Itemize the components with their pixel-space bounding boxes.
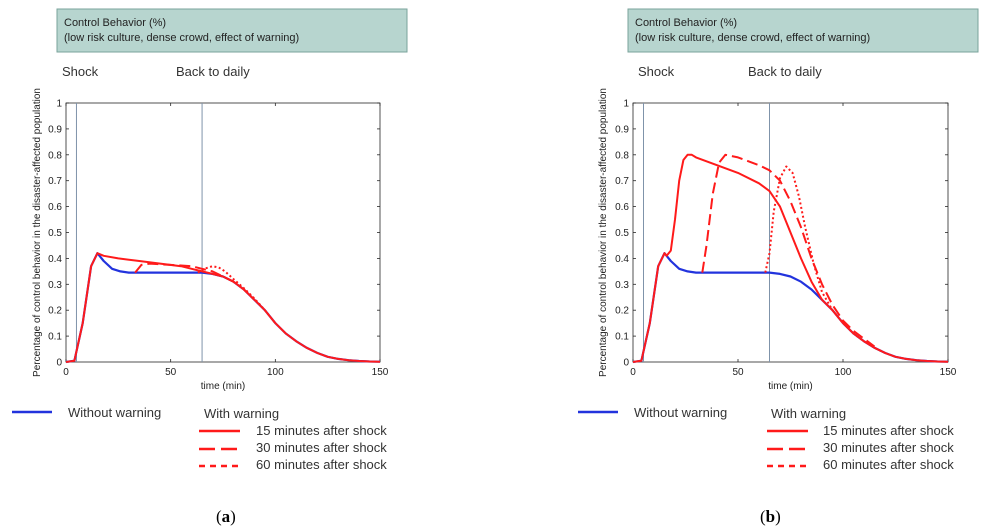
panel-a-header-line1: Control Behavior (%): [64, 17, 166, 29]
panel-b-label: (b): [760, 507, 781, 526]
panel-b-ytick-label: 0.8: [615, 150, 629, 161]
panel-b-header-line1: Control Behavior (%): [635, 17, 737, 29]
panel-a-label-letter: a: [222, 507, 231, 526]
panel-a-ytick-label: 0.2: [48, 306, 62, 317]
panel-b-series-30-minutes-after-shock: [701, 153, 876, 348]
panel-b-ytick-label: 0: [623, 358, 629, 369]
panel-b-ytick-label: 0.2: [615, 306, 629, 317]
panel-b-ytick-label: 0.9: [615, 124, 629, 135]
panel-a-legend-30min-label: 30 minutes after shock: [256, 440, 387, 455]
panel-b-legend-30min-label: 30 minutes after shock: [823, 440, 954, 455]
panel-a-ytick-label: 0.9: [48, 124, 62, 135]
panel-b-ytick-label: 0.1: [615, 332, 629, 343]
panel-b-series-15-minutes-after-shock: [632, 153, 949, 363]
panel-a-ytick-label: 0.6: [48, 202, 62, 213]
panel-b-ytick-label: 0.6: [615, 202, 629, 213]
panel-a-series-60-minutes-after-shock: [197, 265, 277, 324]
panel-b-label-letter: b: [766, 507, 775, 526]
panel-b-shock-label: Shock: [638, 64, 675, 79]
panel-a-legend-60min-label: 60 minutes after shock: [256, 457, 387, 472]
panel-a-xtick-label: 150: [372, 367, 389, 378]
panel-a-header-box: [56, 8, 408, 53]
panel-b-xtick-label: 150: [940, 367, 957, 378]
panel-a-xtick-label: 100: [267, 367, 284, 378]
panel-b-legend-without-label: Without warning: [634, 405, 727, 420]
panel-b-label-open-paren: (: [760, 507, 766, 526]
panel-a-xtick-label: 50: [165, 367, 177, 378]
panel-a-ytick-label: 0.8: [48, 150, 62, 161]
panel-b-x-axis-label: time (min): [768, 381, 812, 392]
panel-a-ytick-label: 0.7: [48, 176, 62, 187]
panel-a-label-open-paren: (: [216, 507, 222, 526]
panel-b-back-label: Back to daily: [748, 64, 822, 79]
panel-b-legend-with-title: With warning: [771, 406, 846, 421]
panel-a-header-line2: (low risk culture, dense crowd, effect o…: [64, 32, 299, 44]
panel-a-label-close-paren: ): [230, 507, 236, 526]
panel-b-legend-15min-label: 15 minutes after shock: [823, 423, 954, 438]
panel-b-ytick-label: 0.7: [615, 176, 629, 187]
panel-a-ytick-label: 0: [56, 358, 62, 369]
panel-a-ytick-label: 0.1: [48, 332, 62, 343]
panel-b-ytick-label: 0.5: [615, 228, 629, 239]
panel-b-y-axis-label: Percentage of control behavior in the di…: [598, 88, 609, 377]
panel-a-shock-label: Shock: [62, 64, 99, 79]
panel-b-header-box: [627, 8, 979, 53]
panel-a: Control Behavior (%) (low risk culture, …: [12, 8, 408, 526]
panel-b-header-line2: (low risk culture, dense crowd, effect o…: [635, 32, 870, 44]
panel-b: Control Behavior (%) (low risk culture, …: [578, 8, 979, 526]
panel-a-plot-area: [65, 102, 381, 363]
panel-a-back-label: Back to daily: [176, 64, 250, 79]
panel-a-legend-with-title: With warning: [204, 406, 279, 421]
panel-b-ytick-label: 0.3: [615, 280, 629, 291]
panel-a-x-axis-label: time (min): [201, 381, 245, 392]
panel-a-y-axis-label: Percentage of control behavior in the di…: [32, 88, 43, 377]
panel-a-legend-15min-label: 15 minutes after shock: [256, 423, 387, 438]
panel-a-xtick-label: 0: [63, 367, 69, 378]
panel-b-chart: 0 0.1 0.2 0.3 0.4 0.5 0.6 0.7 0.8 0.9 1 0 50 100 150 ti…: [598, 88, 957, 392]
panel-b-legend-60min-label: 60 minutes after shock: [823, 457, 954, 472]
panel-a-ytick-label: 0.4: [48, 254, 62, 265]
panel-b-xtick-label: 50: [732, 367, 744, 378]
panel-a-ytick-label: 0.3: [48, 280, 62, 291]
panel-a-chart: 0 0.1 0.2 0.3 0.4 0.5 0.6 0.7 0.8 0.9 1 0 50 100 150 ti…: [32, 88, 389, 392]
panel-a-ytick-label: 0.5: [48, 228, 62, 239]
panel-a-label: (a): [216, 507, 236, 526]
panel-b-xtick-label: 0: [630, 367, 636, 378]
panel-b-xtick-label: 100: [835, 367, 852, 378]
panel-a-series-30-minutes-after-shock: [134, 262, 256, 301]
panel-b-ytick-label: 1: [623, 99, 629, 110]
panel-a-ytick-label: 1: [56, 99, 62, 110]
panel-b-ytick-label: 0.4: [615, 254, 629, 265]
panel-b-label-close-paren: ): [775, 507, 781, 526]
panel-a-legend-without-label: Without warning: [68, 405, 161, 420]
